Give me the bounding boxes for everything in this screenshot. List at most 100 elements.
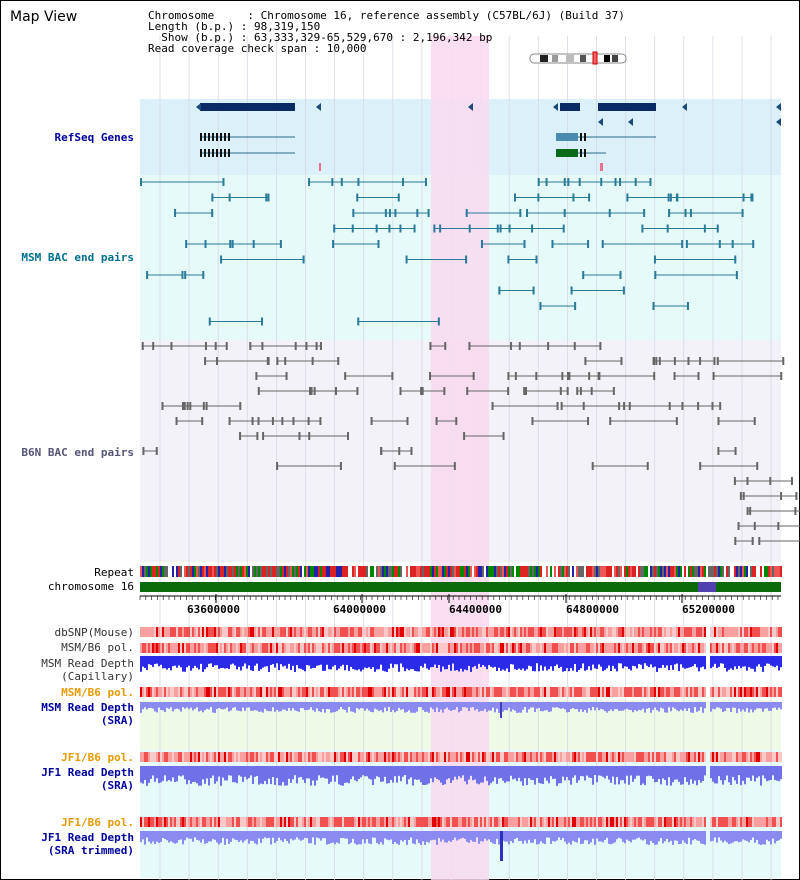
bac-end: [518, 342, 521, 350]
snp-density-bin: [444, 627, 446, 637]
track-label-jf1-b6-pol[interactable]: JF1/B6 pol.: [61, 751, 134, 764]
read-depth-bin: [540, 831, 542, 842]
read-depth-bin: [214, 831, 216, 840]
read-depth-bin: [414, 702, 416, 713]
read-depth-bin: [688, 766, 690, 785]
read-depth-bin: [140, 656, 142, 672]
snp-density-bin: [682, 752, 684, 762]
track-label-msm-read-depth-capillary[interactable]: MSM Read Depth: [41, 657, 134, 670]
snp-density-bin: [458, 687, 460, 697]
read-depth-bin: [442, 831, 444, 840]
read-depth-bin: [736, 702, 738, 713]
read-depth-bin: [352, 702, 354, 712]
read-depth-bin: [202, 656, 204, 672]
snp-density-bin: [756, 752, 758, 762]
snp-density-bin: [600, 687, 602, 697]
bac-end: [653, 255, 656, 264]
snp-density-bin: [188, 752, 190, 762]
track-label-msm-b6-pol[interactable]: MSM/B6 pol.: [61, 641, 134, 654]
snp-density-bin: [636, 817, 638, 827]
read-depth-bin: [368, 656, 370, 668]
read-depth-bin: [520, 656, 522, 670]
snp-density-bin: [182, 643, 184, 653]
read-depth-bin: [236, 702, 238, 711]
read-depth-bin: [420, 766, 422, 783]
read-depth-bin: [406, 766, 408, 785]
track-label-refseq-genes[interactable]: RefSeq Genes: [54, 131, 134, 144]
snp-density-bin: [616, 817, 618, 827]
repeat-element: [158, 566, 160, 577]
read-depth-bin: [736, 656, 738, 670]
read-depth-bin: [156, 656, 158, 664]
snp-density-bin: [746, 627, 748, 637]
read-depth-bin: [262, 831, 264, 839]
track-label-jf1-read-depth-trimmed[interactable]: JF1 Read Depth: [41, 831, 134, 844]
snp-density-bin: [478, 817, 480, 827]
snp-density-bin: [342, 817, 344, 827]
snp-density-bin: [368, 643, 370, 653]
snp-density-bin: [474, 817, 476, 827]
read-depth-bin: [670, 656, 672, 666]
read-depth-bin: [484, 766, 486, 777]
snp-density-bin: [522, 752, 524, 762]
repeat-element: [248, 566, 250, 577]
read-depth-bin: [596, 766, 598, 783]
snp-density-bin: [518, 627, 520, 637]
read-depth-bin: [574, 702, 576, 710]
repeat-element: [244, 566, 246, 577]
snp-density-bin: [666, 687, 668, 697]
read-depth-bin: [570, 702, 572, 710]
read-depth-bin: [260, 656, 262, 670]
repeat-element: [394, 566, 396, 577]
snp-density-bin: [164, 687, 166, 697]
snp-density-bin: [332, 687, 334, 697]
snp-density-bin: [174, 687, 176, 697]
track-label-msm-b6-pol-2[interactable]: MSM/B6 pol.: [61, 686, 134, 699]
snp-density-bin: [172, 817, 174, 827]
track-label-jf1-read-depth[interactable]: JF1 Read Depth: [41, 766, 134, 779]
read-depth-bin: [328, 766, 330, 784]
read-depth-bin: [492, 702, 494, 708]
snp-density-bin: [424, 687, 426, 697]
snp-density-bin: [690, 817, 692, 827]
repeat-element: [610, 566, 612, 577]
bac-end: [211, 193, 214, 202]
track-label-jf1-b6-pol-2[interactable]: JF1/B6 pol.: [61, 816, 134, 829]
snp-density-bin: [648, 752, 650, 762]
exon: [200, 133, 202, 141]
snp-density-bin: [262, 643, 264, 653]
read-depth-bin: [604, 656, 606, 671]
snp-density-bin: [354, 643, 356, 653]
read-depth-bin: [332, 702, 334, 713]
read-depth-bin: [690, 656, 692, 668]
read-depth-bin: [170, 831, 172, 842]
exon: [200, 149, 202, 157]
track-label-msm-read-depth-sra[interactable]: MSM Read Depth: [41, 701, 134, 714]
snp-density-bin: [532, 687, 534, 697]
read-depth-bin: [702, 702, 704, 713]
track-label-b6n-bac-end-pairs[interactable]: B6N BAC end pairs: [21, 446, 134, 459]
repeat-element: [720, 566, 722, 577]
region-info: Chromosome : Chromosome 16, reference as…: [148, 10, 625, 54]
snp-density-bin: [592, 643, 594, 653]
snp-density-bin: [620, 752, 622, 762]
track-label-msm-bac-end-pairs[interactable]: MSM BAC end pairs: [21, 251, 134, 264]
read-depth-bin: [578, 766, 580, 781]
read-depth-bin: [152, 766, 154, 776]
read-depth-bin: [780, 702, 782, 710]
bac-end: [239, 402, 242, 410]
strand-arrow: [196, 103, 201, 111]
snp-density-bin: [620, 643, 622, 653]
read-depth-bin: [396, 766, 398, 783]
bac-end: [472, 372, 475, 380]
read-depth-bin: [224, 656, 226, 669]
track-label-dbsnp[interactable]: dbSNP(Mouse): [54, 626, 134, 639]
read-depth-bin: [716, 656, 718, 669]
snp-density-bin: [370, 643, 372, 653]
repeat-element: [492, 566, 494, 577]
snp-density-bin: [574, 817, 576, 827]
snp-density-bin: [688, 752, 690, 762]
snp-density-bin: [254, 687, 256, 697]
read-depth-bin: [532, 831, 534, 843]
